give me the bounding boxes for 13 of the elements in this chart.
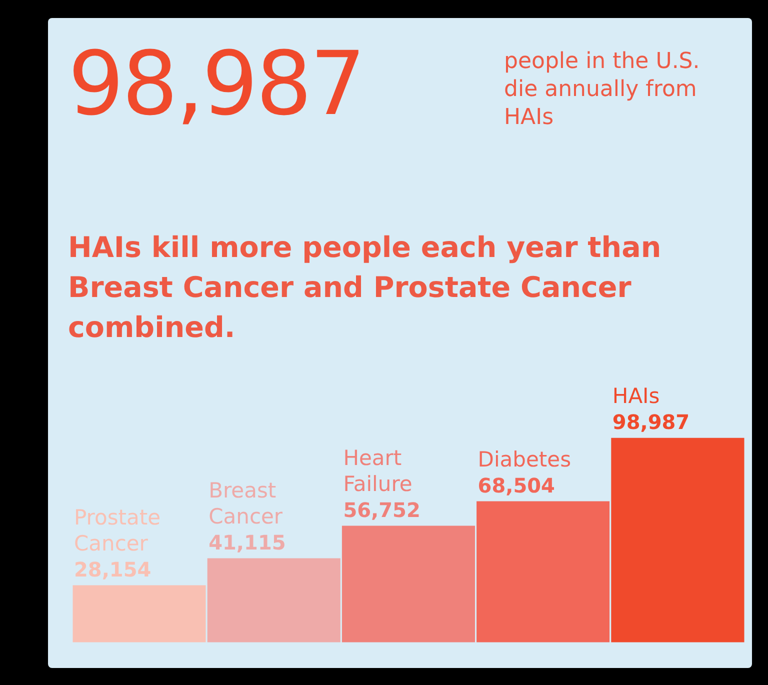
x-tick-label: HAIs (612, 384, 660, 408)
data-label: 28,154 (74, 557, 152, 582)
data-label: 98,987 (612, 410, 690, 434)
x-tick-label: Diabetes (478, 448, 572, 472)
data-label: 56,752 (343, 498, 420, 522)
text: HAIs kill more people each year than Breast Cancer and Prostate Cancer combined. (68, 230, 662, 346)
category-label: Prostate Cancer (74, 505, 161, 556)
category-label: Breast Cancer (208, 478, 283, 528)
chart-subtitle: people in the U.S. die annually from HAIs (504, 48, 701, 132)
data-label: 41,115 (208, 530, 286, 554)
data-label: 68,504 (478, 474, 555, 498)
category-label: Heart Failure (343, 446, 412, 496)
chart-title: 98,987 (68, 32, 364, 135)
